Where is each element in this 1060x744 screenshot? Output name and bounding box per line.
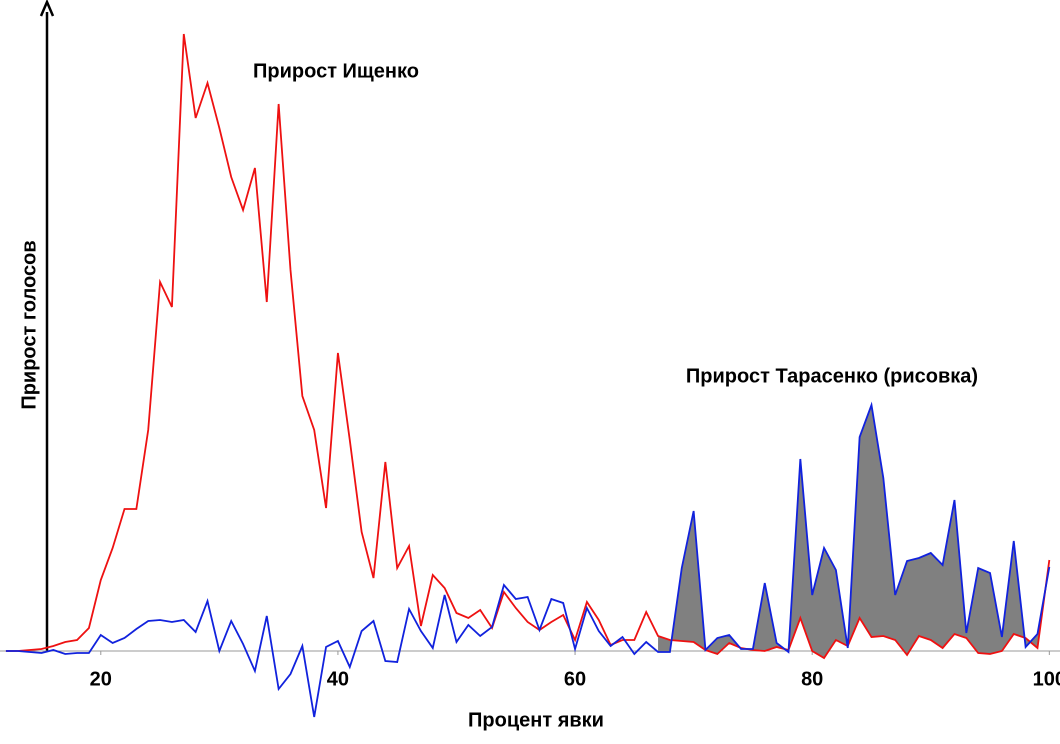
x-tick-label: 40 (327, 668, 349, 690)
annotation: Прирост Ищенко (253, 60, 419, 82)
series-line (5, 33, 1051, 660)
shaded-area (658, 405, 1050, 658)
x-axis-title: Процент явки (468, 709, 604, 731)
annotation: Прирост Тарасенко (рисовка) (686, 365, 978, 387)
series-line (5, 401, 1051, 718)
x-tick-label: 100 (1033, 668, 1060, 690)
y-axis-title: Прирост голосов (18, 240, 40, 409)
x-tick-label: 80 (801, 668, 823, 690)
x-tick-label: 20 (90, 668, 112, 690)
y-axis-arrowhead (39, 0, 55, 17)
x-tick-label: 60 (564, 668, 586, 690)
